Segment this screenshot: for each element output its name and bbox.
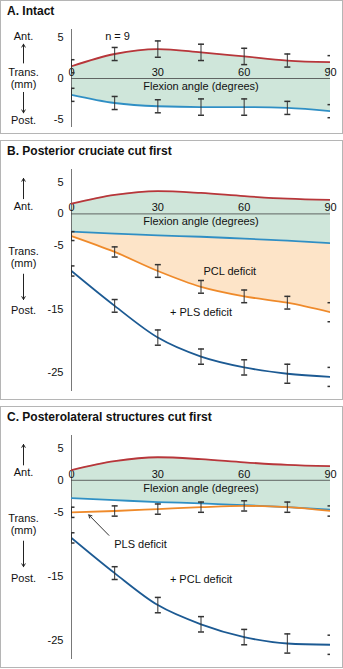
- svg-text:90: 90: [324, 468, 336, 480]
- svg-text:5: 5: [57, 176, 63, 188]
- svg-text:0: 0: [68, 201, 75, 214]
- svg-text:30: 30: [152, 201, 164, 213]
- svg-text:30: 30: [152, 66, 164, 78]
- html-text:C. Posterolateral structures c: C. Posterolateral structures cut first: [7, 410, 212, 424]
- svg-text:PLS deficit: PLS deficit: [114, 538, 167, 550]
- svg-text:60: 60: [238, 468, 250, 480]
- svg-text:60: 60: [238, 201, 250, 213]
- svg-text:60: 60: [238, 66, 250, 78]
- svg-text:Post.: Post.: [11, 572, 36, 584]
- html-text:A. Intact: A. Intact: [7, 4, 55, 18]
- svg-text:Post.: Post.: [11, 114, 36, 126]
- svg-text:0: 0: [57, 207, 63, 219]
- svg-text:Post.: Post.: [11, 304, 36, 316]
- svg-text:Flexion angle (degrees): Flexion angle (degrees): [143, 80, 259, 92]
- svg-text:+ PCL deficit: + PCL deficit: [170, 573, 232, 585]
- svg-text:30: 30: [152, 468, 164, 480]
- svg-text:n = 9: n = 9: [105, 30, 130, 42]
- svg-text:-15: -15: [48, 570, 64, 582]
- svg-text:0: 0: [68, 467, 75, 480]
- svg-text:+ PLS deficit: + PLS deficit: [170, 306, 232, 318]
- svg-text:-5: -5: [54, 113, 64, 125]
- svg-text:90: 90: [324, 201, 336, 213]
- svg-text:Flexion angle (degrees): Flexion angle (degrees): [143, 215, 259, 227]
- svg-text:0: 0: [57, 72, 63, 84]
- svg-text:Flexion angle (degrees): Flexion angle (degrees): [143, 482, 259, 494]
- svg-text:0: 0: [68, 66, 75, 78]
- svg-text:90: 90: [324, 66, 336, 78]
- svg-text:-25: -25: [48, 634, 64, 646]
- svg-text:Trans.(mm): Trans.(mm): [8, 512, 39, 536]
- svg-text:0: 0: [57, 474, 63, 486]
- svg-text:Ant.: Ant.: [14, 466, 34, 478]
- svg-text:Ant.: Ant.: [14, 200, 34, 212]
- svg-text:PCL deficit: PCL deficit: [203, 265, 256, 277]
- svg-text:-15: -15: [48, 303, 64, 315]
- svg-text:5: 5: [57, 442, 63, 454]
- html-text:B. Posterior cruciate cut firs: B. Posterior cruciate cut first: [7, 144, 172, 158]
- svg-text:-5: -5: [54, 506, 64, 518]
- svg-text:-5: -5: [54, 239, 64, 251]
- svg-text:Ant.: Ant.: [14, 30, 34, 42]
- svg-text:Trans.(mm): Trans.(mm): [8, 245, 39, 269]
- svg-text:-25: -25: [48, 366, 64, 378]
- svg-text:Trans.(mm): Trans.(mm): [8, 66, 39, 90]
- svg-text:5: 5: [57, 31, 63, 43]
